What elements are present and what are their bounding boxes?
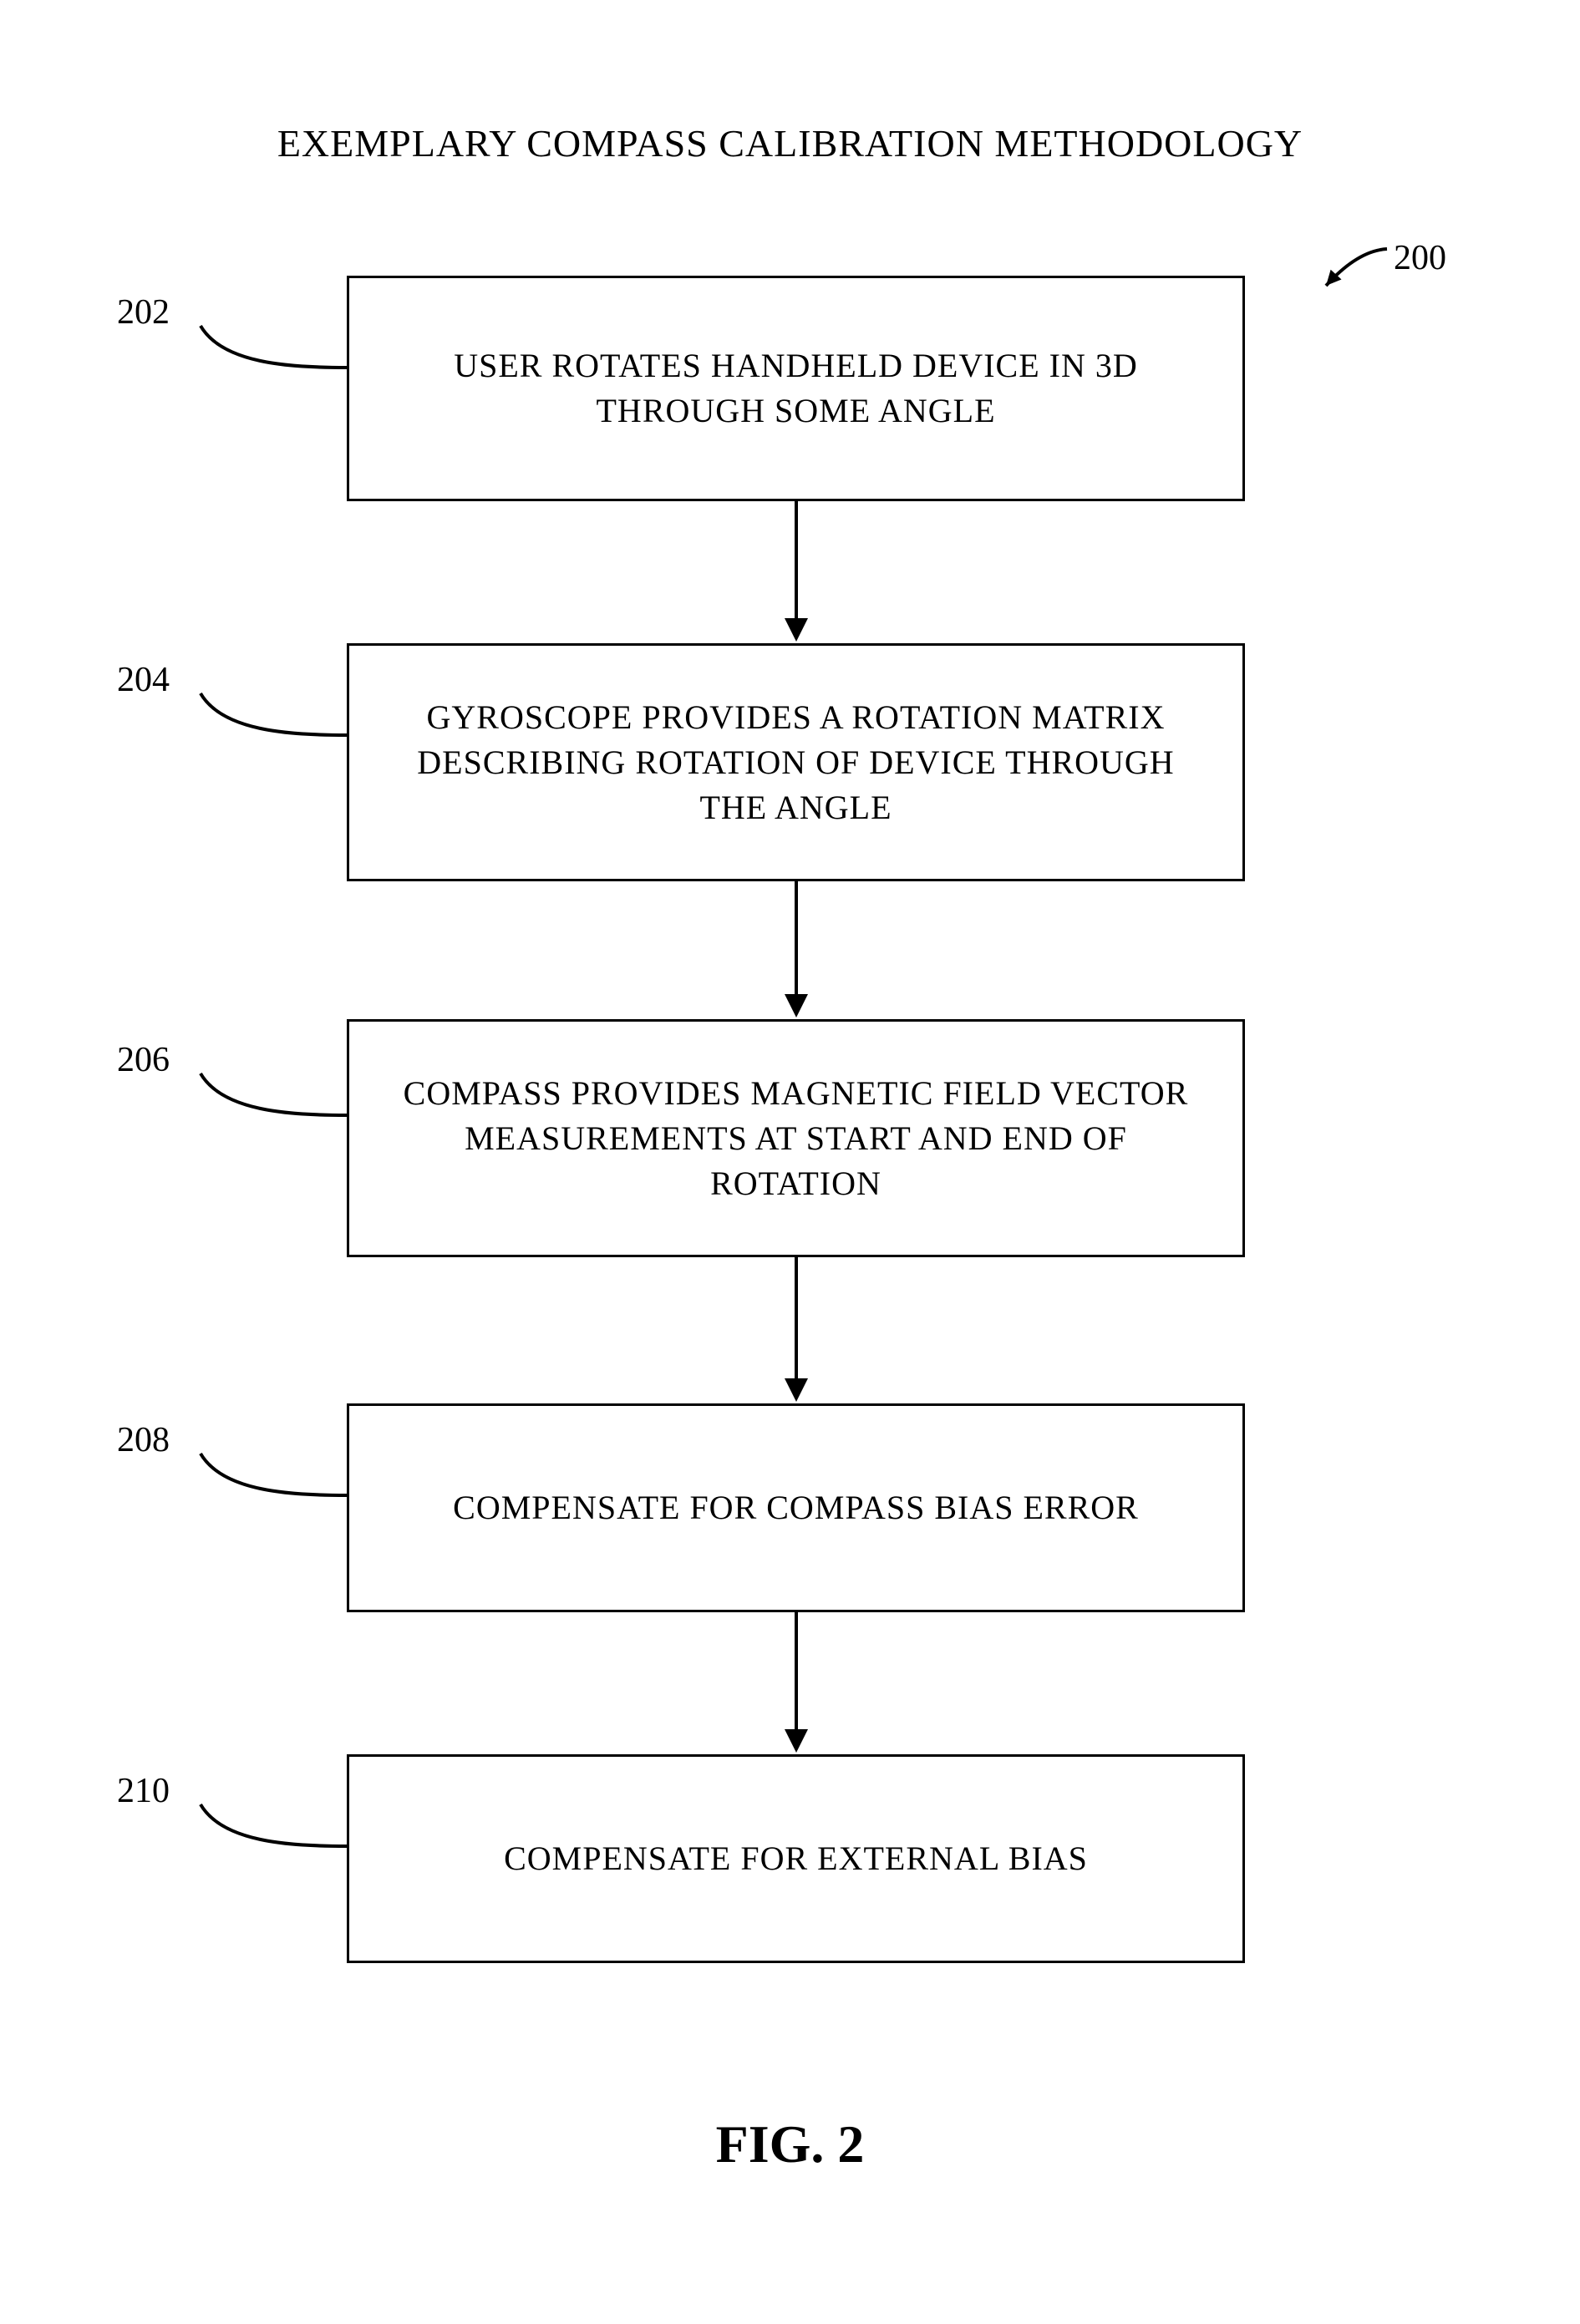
flow-step-4-text: COMPENSATE FOR COMPASS BIAS ERROR <box>453 1485 1139 1530</box>
ref-label-206: 206 <box>117 1040 170 1080</box>
ref-label-200: 200 <box>1394 238 1446 278</box>
lead-line-210 <box>196 1800 351 1850</box>
flow-arrow-2 <box>771 881 821 1019</box>
flow-arrow-1 <box>771 501 821 643</box>
lead-line-202 <box>196 322 351 372</box>
ref-label-210: 210 <box>117 1771 170 1811</box>
flow-step-5: COMPENSATE FOR EXTERNAL BIAS <box>347 1754 1245 1963</box>
lead-line-206 <box>196 1069 351 1119</box>
pointer-arrow-200 <box>1308 242 1391 301</box>
lead-line-204 <box>196 689 351 739</box>
lead-line-208 <box>196 1449 351 1499</box>
flow-step-4: COMPENSATE FOR COMPASS BIAS ERROR <box>347 1403 1245 1612</box>
flow-step-2-text: GYROSCOPE PROVIDES A ROTATION MATRIX DES… <box>383 695 1209 830</box>
flow-step-2: GYROSCOPE PROVIDES A ROTATION MATRIX DES… <box>347 643 1245 881</box>
flow-step-1: USER ROTATES HANDHELD DEVICE IN 3D THROU… <box>347 276 1245 501</box>
ref-label-204: 204 <box>117 660 170 700</box>
flow-step-5-text: COMPENSATE FOR EXTERNAL BIAS <box>504 1836 1088 1881</box>
figure-label: FIG. 2 <box>0 2113 1580 2175</box>
flow-arrow-4 <box>771 1612 821 1754</box>
flow-arrow-3 <box>771 1257 821 1403</box>
flow-step-3: COMPASS PROVIDES MAGNETIC FIELD VECTOR M… <box>347 1019 1245 1257</box>
flow-step-3-text: COMPASS PROVIDES MAGNETIC FIELD VECTOR M… <box>383 1071 1209 1206</box>
diagram-title: EXEMPLARY COMPASS CALIBRATION METHODOLOG… <box>0 121 1580 165</box>
ref-label-208: 208 <box>117 1420 170 1460</box>
flow-step-1-text: USER ROTATES HANDHELD DEVICE IN 3D THROU… <box>383 343 1209 434</box>
ref-label-202: 202 <box>117 292 170 332</box>
